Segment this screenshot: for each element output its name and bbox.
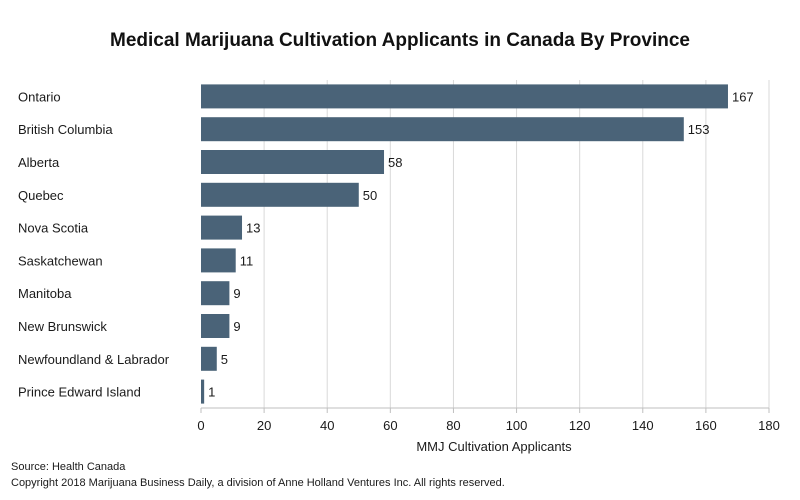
value-label: 167: [732, 89, 754, 104]
x-tick-label: 40: [320, 418, 334, 433]
x-tick-label: 180: [758, 418, 780, 433]
x-tick-label: 20: [257, 418, 271, 433]
category-label: Nova Scotia: [18, 221, 89, 236]
x-tick-label: 120: [569, 418, 591, 433]
bar: [201, 346, 217, 371]
bar: [201, 215, 243, 240]
value-label: 5: [221, 352, 228, 367]
x-axis-label: MMJ Cultivation Applicants: [416, 439, 572, 454]
copyright-note: Copyright 2018 Marijuana Business Daily,…: [11, 477, 505, 489]
chart-title: Medical Marijuana Cultivation Applicants…: [110, 30, 690, 51]
category-label: Manitoba: [18, 286, 72, 301]
category-label: British Columbia: [18, 122, 113, 137]
source-note: Source: Health Canada: [11, 461, 126, 473]
bar: [201, 379, 205, 404]
bar: [201, 150, 385, 174]
x-tick-label: 140: [632, 418, 654, 433]
bar: [201, 314, 230, 338]
value-label: 153: [688, 122, 710, 137]
category-label: Quebec: [18, 188, 64, 203]
category-label: Saskatchewan: [18, 253, 103, 268]
category-labels: Ontario British Columbia Alberta Quebec Nova…: [18, 89, 170, 399]
category-label: Newfoundland & Labrador: [18, 352, 170, 367]
value-labels: 167 153 58 50 13 11 9 9 5 1: [208, 89, 754, 399]
value-label: 9: [233, 286, 240, 301]
x-tick-label: 100: [506, 418, 528, 433]
x-axis: 0 20 40 60 80 100 120 140 160 180: [197, 407, 780, 433]
x-tick-label: 0: [197, 418, 204, 433]
x-tick-label: 60: [383, 418, 397, 433]
value-label: 9: [233, 319, 240, 334]
value-label: 58: [388, 155, 402, 170]
bar: [201, 84, 728, 109]
value-label: 1: [208, 385, 215, 400]
x-tick-label: 160: [695, 418, 717, 433]
bar: [201, 248, 236, 273]
category-label: New Brunswick: [18, 319, 107, 334]
bar: [201, 182, 359, 207]
category-label: Prince Edward Island: [18, 385, 141, 400]
bar: [201, 281, 230, 306]
category-label: Ontario: [18, 89, 61, 104]
x-tick-label: 80: [446, 418, 460, 433]
bars: [201, 84, 728, 404]
category-label: Alberta: [18, 155, 60, 170]
value-label: 13: [246, 221, 260, 236]
value-label: 50: [363, 188, 377, 203]
bar: [201, 117, 684, 142]
value-label: 11: [240, 253, 254, 268]
